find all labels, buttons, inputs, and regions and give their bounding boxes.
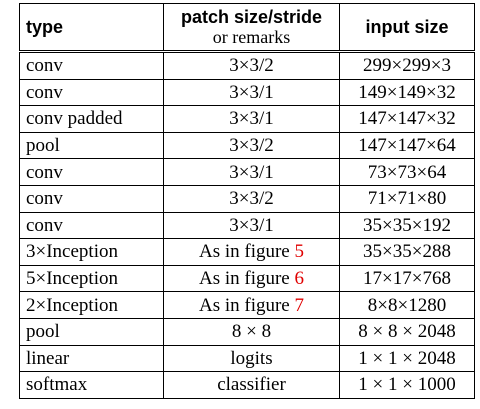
header-patch-line2: or remarks <box>212 27 291 47</box>
cell-input-size: 147×147×64 <box>339 131 475 160</box>
architecture-table: type patch size/stride or remarks input … <box>19 3 475 399</box>
cell-input-size: 35×35×288 <box>339 238 475 266</box>
cell-patch-text: As in figure <box>198 294 295 316</box>
cell-type: conv <box>19 158 164 186</box>
cell-input-size: 1 × 1 × 2048 <box>339 344 475 373</box>
architecture-table-wrapper: type patch size/stride or remarks input … <box>19 3 475 399</box>
header-patch-line1: patch size/stride <box>180 7 323 27</box>
figure-reference-link[interactable]: 7 <box>294 294 305 316</box>
cell-type: pool <box>19 131 164 160</box>
cell-type: softmax <box>19 371 164 399</box>
cell-patch-text: As in figure <box>198 268 295 290</box>
cell-type: linear <box>19 344 164 373</box>
table-row: conv 3×3/1 73×73×64 <box>19 158 475 186</box>
cell-patch-text: classifier <box>217 374 286 396</box>
cell-patch: classifier <box>163 371 340 399</box>
cell-patch: As in figure 5 <box>163 238 340 266</box>
header-row: type patch size/stride or remarks input … <box>19 3 475 53</box>
cell-patch-text: 3×3/1 <box>229 214 274 236</box>
cell-type: 3×Inception <box>19 238 164 266</box>
table-row: conv padded 3×3/1 147×147×32 <box>19 105 475 133</box>
cell-type: conv <box>19 78 164 107</box>
cell-input-size: 17×17×768 <box>339 264 475 293</box>
cell-input-size: 147×147×32 <box>339 105 475 133</box>
cell-input-size: 35×35×192 <box>339 211 475 240</box>
table-row: 3×Inception As in figure 5 35×35×288 <box>19 238 475 266</box>
cell-input-size: 8 × 8 × 2048 <box>339 317 475 346</box>
cell-patch-text: 3×3/1 <box>229 161 274 183</box>
cell-patch-text: 8 × 8 <box>231 321 272 343</box>
cell-patch: 3×3/2 <box>163 184 340 213</box>
table-row: pool 8 × 8 8 × 8 × 2048 <box>19 317 475 346</box>
cell-input-size: 299×299×3 <box>339 51 475 80</box>
cell-type: 5×Inception <box>19 264 164 293</box>
table-row: conv 3×3/1 149×149×32 <box>19 78 475 107</box>
cell-type: pool <box>19 317 164 346</box>
cell-patch-text: As in figure <box>198 241 295 263</box>
cell-input-size: 8×8×1280 <box>339 291 475 319</box>
table-row: conv 3×3/1 35×35×192 <box>19 211 475 240</box>
table-row: conv 3×3/2 299×299×3 <box>19 51 475 80</box>
cell-input-size: 73×73×64 <box>339 158 475 186</box>
figure-reference-link[interactable]: 5 <box>294 241 305 263</box>
cell-patch-text: 3×3/2 <box>229 55 274 77</box>
cell-patch: As in figure 7 <box>163 291 340 319</box>
header-type: type <box>19 3 164 53</box>
cell-patch: 3×3/2 <box>163 51 340 80</box>
header-patch: patch size/stride or remarks <box>163 3 340 53</box>
cell-input-size: 149×149×32 <box>339 78 475 107</box>
figure-reference-link[interactable]: 6 <box>294 268 305 290</box>
table-body: conv 3×3/2 299×299×3 conv 3×3/1 149×149×32 con… <box>19 51 475 399</box>
cell-patch: 8 × 8 <box>163 317 340 346</box>
table-row: 2×Inception As in figure 7 8×8×1280 <box>19 291 475 319</box>
cell-type: conv <box>19 211 164 240</box>
cell-patch-text: 3×3/1 <box>229 81 274 103</box>
cell-type: conv <box>19 51 164 80</box>
table-row: pool 3×3/2 147×147×64 <box>19 131 475 160</box>
table-row: linear logits 1 × 1 × 2048 <box>19 344 475 373</box>
table-row: conv 3×3/2 71×71×80 <box>19 184 475 213</box>
cell-input-size: 71×71×80 <box>339 184 475 213</box>
cell-patch: 3×3/2 <box>163 131 340 160</box>
cell-patch: 3×3/1 <box>163 211 340 240</box>
cell-type: 2×Inception <box>19 291 164 319</box>
cell-patch-text: logits <box>230 347 273 369</box>
cell-patch: As in figure 6 <box>163 264 340 293</box>
table-row: softmax classifier 1 × 1 × 1000 <box>19 371 475 399</box>
cell-patch: 3×3/1 <box>163 158 340 186</box>
cell-patch: logits <box>163 344 340 373</box>
cell-patch-text: 3×3/2 <box>229 188 274 210</box>
cell-patch: 3×3/1 <box>163 78 340 107</box>
cell-input-size: 1 × 1 × 1000 <box>339 371 475 399</box>
table-row: 5×Inception As in figure 6 17×17×768 <box>19 264 475 293</box>
cell-patch: 3×3/1 <box>163 105 340 133</box>
header-input: input size <box>339 3 475 53</box>
cell-type: conv <box>19 184 164 213</box>
cell-patch-text: 3×3/1 <box>229 108 274 130</box>
cell-patch-text: 3×3/2 <box>229 135 274 157</box>
cell-type: conv padded <box>19 105 164 133</box>
